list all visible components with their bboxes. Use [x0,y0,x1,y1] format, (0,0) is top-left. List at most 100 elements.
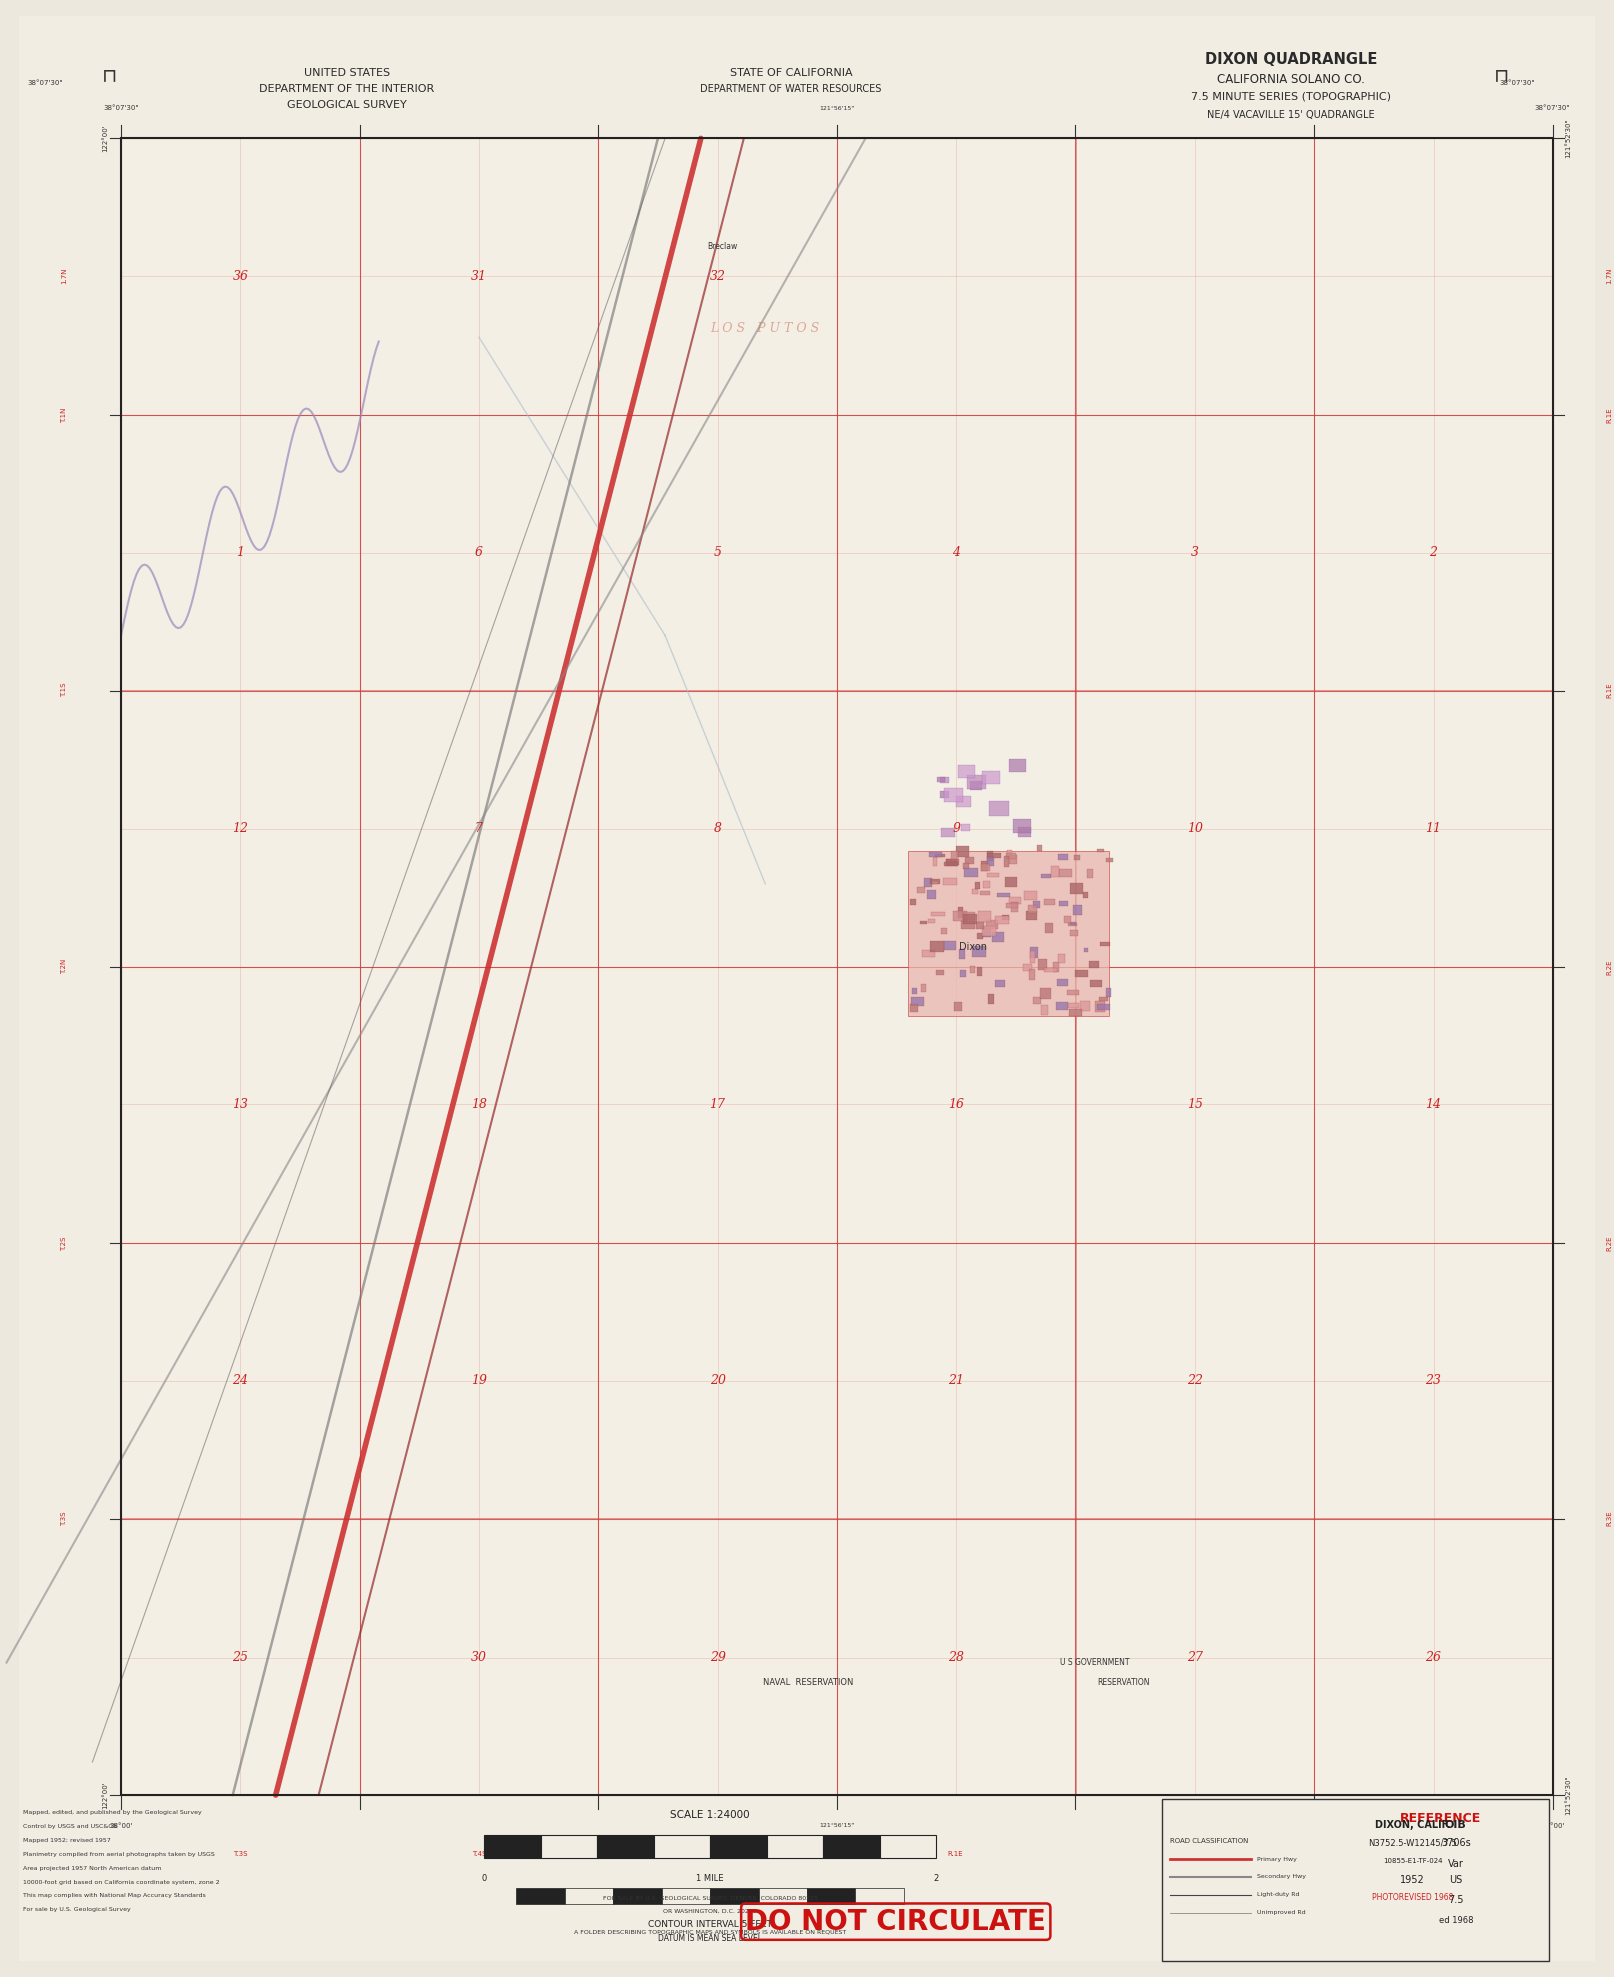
Text: 8: 8 [713,822,721,834]
Text: OIB: OIB [1445,1821,1467,1831]
Bar [988,850,994,860]
Text: 38°00': 38°00' [1541,1823,1564,1829]
Bar [710,1835,767,1858]
Text: Light-duty Rd: Light-duty Rd [1257,1892,1299,1898]
Bar [923,878,933,888]
Bar [972,947,986,957]
Bar [1070,884,1083,894]
Text: 6: 6 [475,546,483,559]
Bar [960,969,965,977]
Bar [981,864,989,870]
Bar [823,1835,880,1858]
Bar [910,996,923,1006]
Bar [807,1888,855,1904]
Text: T.3S: T.3S [61,1510,68,1526]
Bar [944,862,957,866]
Bar [1075,969,1088,977]
Text: REFERENCE: REFERENCE [1401,1813,1482,1825]
Bar [1068,1008,1081,1016]
Text: 29: 29 [710,1651,726,1663]
Bar [988,852,1001,858]
Text: DIXON, CALIF.: DIXON, CALIF. [1375,1821,1451,1831]
Bar [988,874,999,878]
Bar [936,854,946,858]
Text: 15: 15 [1186,1099,1202,1111]
Bar [962,921,975,929]
Bar [964,915,976,923]
Text: 24: 24 [232,1374,249,1388]
Bar [1106,858,1114,862]
Bar [565,1888,613,1904]
Bar [1006,878,1017,888]
Text: 10855-E1-TF-024: 10855-E1-TF-024 [1383,1858,1443,1864]
Text: Control by USGS and USC&GS: Control by USGS and USC&GS [23,1825,116,1829]
Bar [1030,947,1038,959]
Bar [1098,848,1104,852]
Bar [1023,965,1031,971]
Text: 38°07'30": 38°07'30" [1535,105,1570,111]
Text: 7: 7 [475,822,483,834]
Bar [1106,988,1110,996]
Bar [1046,923,1054,933]
Bar [957,907,964,917]
Text: T.1N: T.1N [61,407,68,423]
Text: 26: 26 [1425,1651,1441,1663]
Bar [928,852,943,858]
Text: T.3S: T.3S [232,1850,247,1858]
Bar [1080,1000,1089,1010]
Text: Unimproved Rd: Unimproved Rd [1257,1910,1306,1916]
Text: R.3E: R.3E [1606,1510,1612,1526]
Text: STATE OF CALIFORNIA: STATE OF CALIFORNIA [730,67,852,79]
Bar [1038,959,1046,971]
Text: NAVAL  RESERVATION: NAVAL RESERVATION [763,1678,854,1686]
Bar [710,1888,759,1904]
Text: U S GOVERNMENT: U S GOVERNMENT [1060,1659,1130,1667]
Text: 14: 14 [1425,1099,1441,1111]
Bar [970,967,975,973]
Bar [855,1888,904,1904]
Text: ⊓: ⊓ [102,65,118,85]
Text: 2: 2 [1430,546,1438,559]
Bar [1070,929,1078,937]
Bar [1039,988,1051,998]
Bar [1057,955,1065,963]
Bar [930,941,944,953]
Bar [976,921,985,929]
Bar [922,951,935,957]
Bar [880,1835,936,1858]
Text: R.2E: R.2E [1606,959,1612,975]
Text: CALIFORNIA SOLANO CO.: CALIFORNIA SOLANO CO. [1217,73,1365,85]
Bar [1009,898,1022,903]
Text: A FOLDER DESCRIBING TOPOGRAPHIC MAPS AND SYMBOLS IS AVAILABLE ON REQUEST: A FOLDER DESCRIBING TOPOGRAPHIC MAPS AND… [575,1930,846,1934]
Text: 5: 5 [713,546,721,559]
Text: 2: 2 [933,1874,939,1884]
Text: 38°00': 38°00' [110,1823,132,1829]
Bar [1057,854,1068,860]
Bar [964,868,978,878]
Bar [989,801,1009,817]
Bar [1068,923,1077,927]
Bar [976,967,981,977]
Bar [1096,1004,1110,1010]
Bar [1067,990,1080,994]
Bar [936,971,944,975]
Text: 7.5: 7.5 [1448,1894,1464,1904]
Text: 18: 18 [471,1099,487,1111]
Bar [1052,963,1059,973]
Bar [1073,905,1081,915]
Text: 36: 36 [232,271,249,283]
Bar [994,915,1009,923]
Bar [976,933,983,939]
Bar [955,846,970,856]
Text: 25: 25 [232,1651,249,1663]
Bar [1068,1002,1078,1008]
Text: 9: 9 [952,822,960,834]
Bar [954,911,967,921]
Text: PHOTOREVISED 1968: PHOTOREVISED 1968 [1372,1894,1453,1902]
Text: T.2S: T.2S [61,1236,68,1251]
Bar [909,850,1109,1016]
Text: Mapped 1952; revised 1957: Mapped 1952; revised 1957 [23,1839,110,1843]
Text: 10000-foot grid based on California coordinate system, zone 2: 10000-foot grid based on California coor… [23,1880,220,1884]
Bar [516,1888,565,1904]
Text: GEOLOGICAL SURVEY: GEOLOGICAL SURVEY [287,99,407,111]
